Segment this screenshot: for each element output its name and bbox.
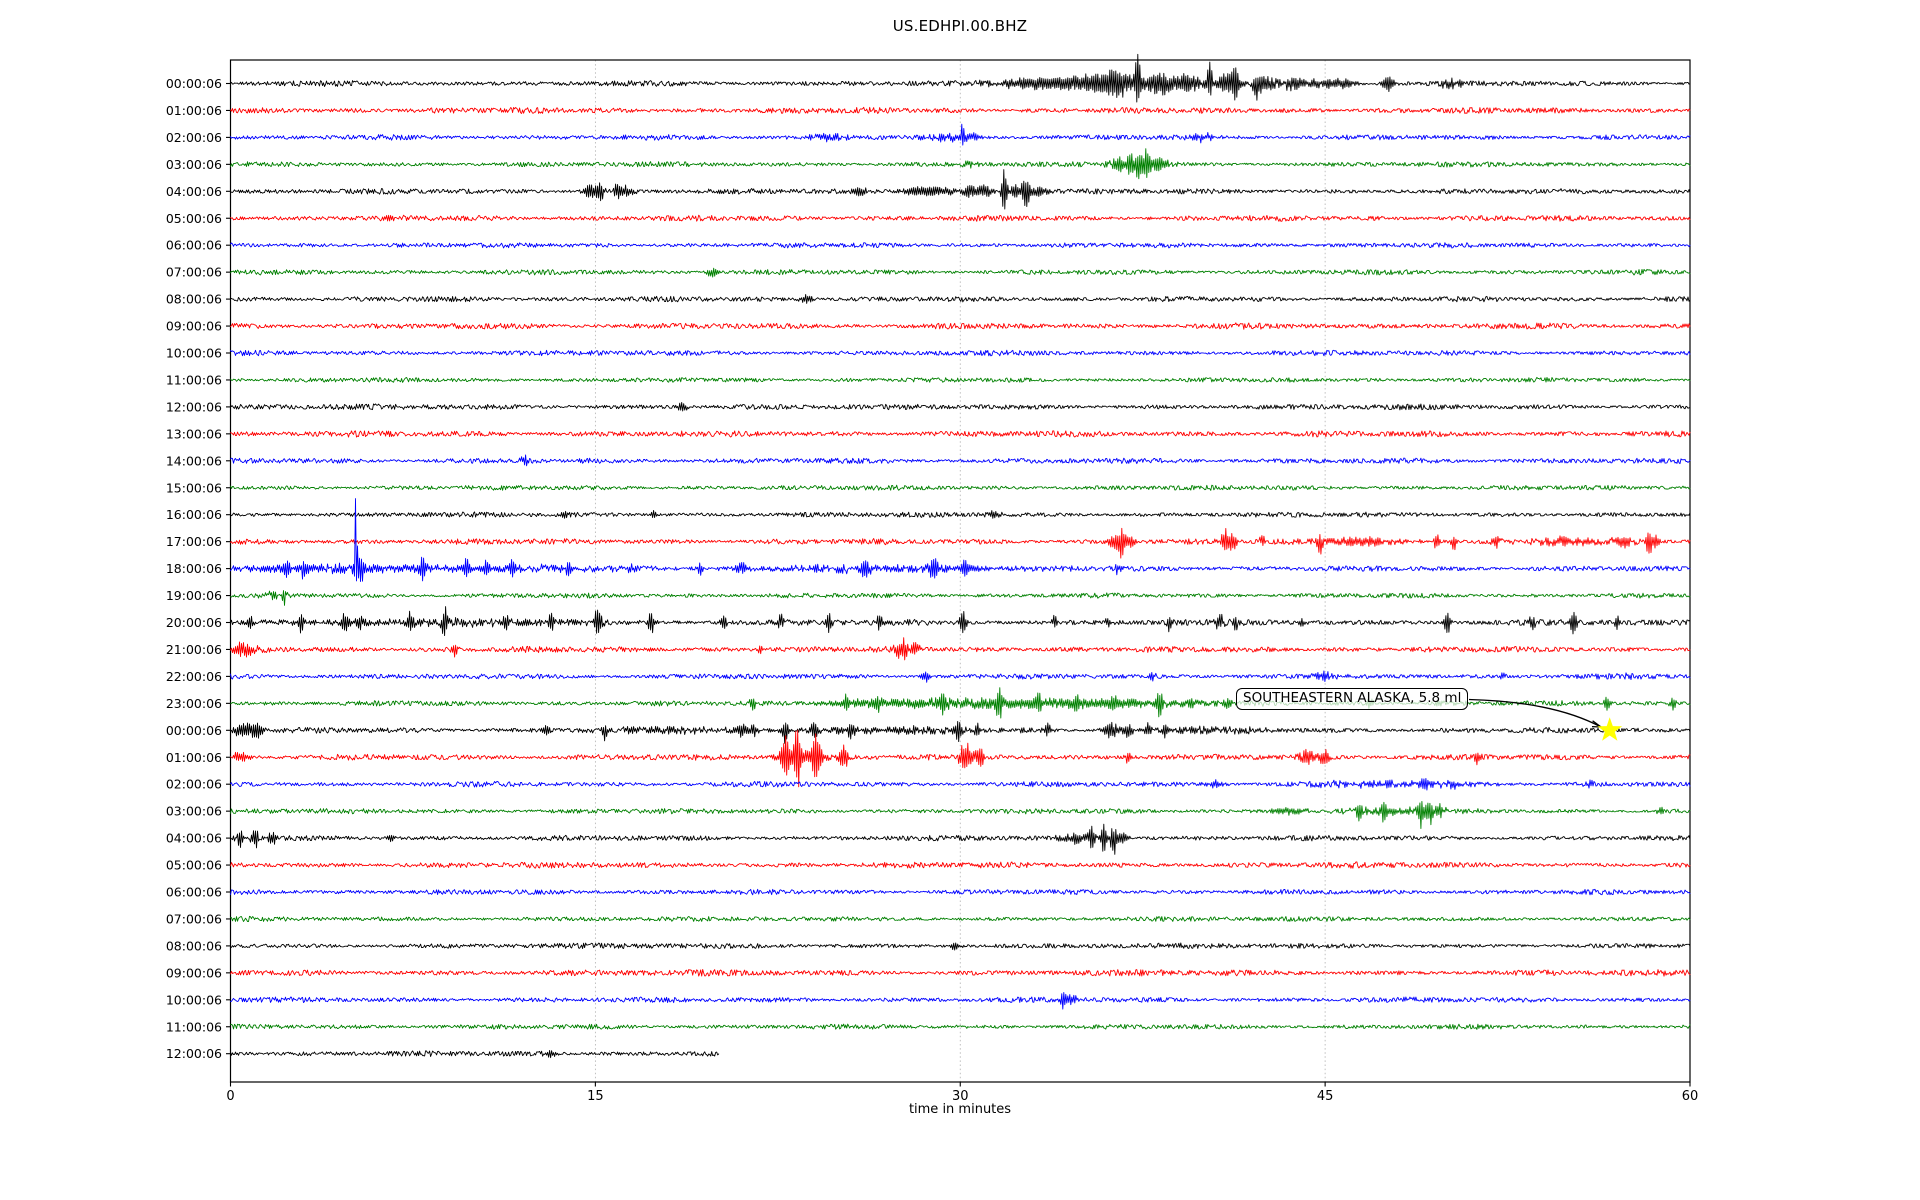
trace-row (230, 510, 1691, 519)
row-label: 01:00:06 (166, 750, 222, 765)
row-label: 08:00:06 (166, 938, 222, 953)
row-label: 03:00:06 (166, 804, 222, 819)
row-label: 18:00:06 (166, 561, 222, 576)
row-label: 17:00:06 (166, 534, 222, 549)
trace-row (230, 729, 1691, 788)
trace-row (230, 777, 1691, 791)
trace-row (230, 670, 1691, 683)
row-label: 14:00:06 (166, 453, 222, 468)
trace-row (230, 322, 1691, 330)
trace-row (230, 148, 1691, 180)
trace-row (230, 992, 1691, 1010)
trace-row (230, 376, 1691, 383)
row-label: 05:00:06 (166, 858, 222, 873)
row-label: 10:00:06 (166, 346, 222, 361)
trace-row (230, 969, 1691, 977)
annotation-arrow (1468, 698, 1602, 728)
row-label: 02:00:06 (166, 777, 222, 792)
row-label: 08:00:06 (166, 292, 222, 307)
row-label: 12:00:06 (166, 1046, 222, 1061)
trace-row (230, 527, 1691, 559)
x-tick-label: 0 (226, 1089, 234, 1104)
trace-row (230, 454, 1691, 467)
row-label: 11:00:06 (166, 372, 222, 387)
row-label: 15:00:06 (166, 480, 222, 495)
row-label: 01:00:06 (166, 103, 222, 118)
row-label: 21:00:06 (166, 642, 222, 657)
trace-row (230, 267, 1691, 278)
row-label: 16:00:06 (166, 507, 222, 522)
x-tick-label: 45 (1317, 1089, 1334, 1104)
row-label: 11:00:06 (166, 1019, 222, 1034)
x-axis-label: time in minutes (908, 1102, 1012, 1117)
row-label: 03:00:06 (166, 157, 222, 172)
trace-row (230, 800, 1691, 829)
trace-row (230, 484, 1691, 491)
x-tick-label: 60 (1682, 1089, 1699, 1104)
row-label: 09:00:06 (166, 965, 222, 980)
row-label: 10:00:06 (166, 992, 222, 1007)
trace-row (230, 1023, 1691, 1030)
row-label: 22:00:06 (166, 669, 222, 684)
row-label: 04:00:06 (166, 184, 222, 199)
plot-title: US.EDHPI.00.BHZ (892, 17, 1028, 35)
event-annotation: SOUTHEASTERN ALASKA, 5.8 ml (1236, 688, 1469, 710)
trace-row (230, 349, 1691, 357)
x-tick-label: 30 (952, 1089, 969, 1104)
row-label: 07:00:06 (166, 911, 222, 926)
trace-row (230, 861, 1691, 869)
trace-row (230, 106, 1691, 114)
trace-row (230, 294, 1691, 304)
row-label: 05:00:06 (166, 211, 222, 226)
row-label: 23:00:06 (166, 696, 222, 711)
row-label: 09:00:06 (166, 319, 222, 334)
trace-row (230, 915, 1691, 923)
trace-row (230, 214, 1691, 222)
trace-row (230, 401, 1691, 412)
trace-row (230, 430, 1691, 438)
trace-row (230, 606, 1691, 637)
trace-row (230, 720, 1691, 744)
trace-row (230, 823, 1691, 855)
trace-row (230, 123, 1691, 146)
row-label: 06:00:06 (166, 238, 222, 253)
x-tick-label: 15 (587, 1089, 604, 1104)
row-label: 20:00:06 (166, 615, 222, 630)
row-label: 07:00:06 (166, 265, 222, 280)
trace-row (230, 53, 1691, 103)
row-label: 00:00:06 (166, 76, 222, 91)
trace-row (230, 1049, 720, 1059)
trace-row (230, 637, 1691, 661)
trace-row (230, 498, 1691, 582)
trace-row (230, 888, 1691, 896)
trace-row (230, 169, 1691, 210)
row-label: 02:00:06 (166, 130, 222, 145)
trace-row (230, 942, 1691, 951)
row-label: 00:00:06 (166, 723, 222, 738)
row-label: 19:00:06 (166, 588, 222, 603)
row-label: 04:00:06 (166, 831, 222, 846)
row-label: 06:00:06 (166, 885, 222, 900)
trace-row (230, 590, 1691, 606)
row-label: 13:00:06 (166, 426, 222, 441)
row-label: 12:00:06 (166, 399, 222, 414)
event-star-icon (1597, 717, 1623, 741)
trace-row (230, 242, 1691, 249)
